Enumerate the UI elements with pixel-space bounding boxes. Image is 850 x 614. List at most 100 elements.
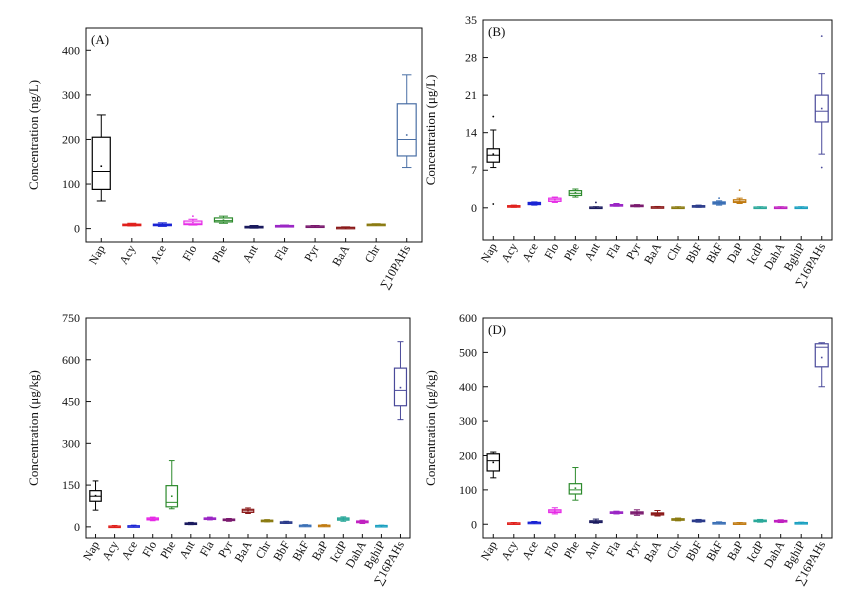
x-tick-label: BaA [641, 538, 664, 564]
x-tick-label: Chr [664, 538, 685, 561]
mean-marker [800, 522, 803, 524]
box-baa [336, 226, 356, 230]
box-chr [260, 519, 274, 523]
x-tick-label: Acy [99, 539, 121, 563]
mean-marker [151, 518, 154, 520]
mean-marker [228, 519, 230, 521]
mean-marker [512, 205, 515, 207]
plot-frame [85, 27, 423, 243]
box-phe [213, 215, 234, 224]
y-tick-label: 400 [62, 43, 80, 57]
box-icdp [753, 518, 767, 523]
mean-marker [304, 524, 306, 527]
box-bap [317, 524, 331, 528]
mean-marker [820, 107, 823, 110]
box-bghip [794, 521, 808, 525]
mean-marker [342, 518, 345, 520]
box-ace [527, 521, 542, 525]
x-tick-label: Fla [197, 538, 217, 559]
y-tick-label: 0 [74, 222, 80, 236]
box-16pahs [814, 35, 829, 169]
y-tick-label: 500 [459, 345, 477, 359]
mean-marker [697, 520, 700, 522]
mean-marker [615, 204, 618, 206]
mean-marker [554, 510, 556, 512]
box-ace [152, 222, 172, 227]
mean-marker [656, 513, 659, 515]
mean-marker [656, 206, 659, 208]
y-tick-label: 35 [465, 13, 477, 27]
box-bghip [375, 524, 388, 528]
box-ant [184, 521, 198, 526]
y-tick-label: 0 [74, 520, 80, 534]
y-tick-label: 0 [471, 517, 477, 531]
mean-marker [222, 219, 225, 221]
box-ant [244, 225, 264, 229]
outlier-point [492, 203, 495, 205]
plot-frame [85, 317, 411, 539]
x-tick-label: Acy [498, 241, 520, 265]
box-fla [274, 224, 295, 228]
y-tick-label: 28 [465, 51, 477, 65]
box-iqr [91, 136, 111, 190]
x-tick-label: Pyr [301, 242, 321, 263]
x-tick-label: Acy [498, 539, 520, 563]
outlier-point [718, 197, 720, 200]
x-tick-label: BaA [641, 240, 664, 266]
box-baa [241, 507, 255, 514]
mean-marker [636, 204, 638, 207]
box-icdp [753, 206, 767, 210]
outlier-point [492, 115, 495, 118]
mean-marker [779, 206, 782, 209]
box-iqr [814, 343, 829, 368]
box-fla [609, 203, 624, 207]
mean-marker [94, 494, 97, 497]
box-pyr [630, 204, 644, 208]
mean-marker [283, 225, 286, 227]
x-tick-label: BbF [683, 538, 706, 563]
y-tick-label: 600 [459, 311, 477, 325]
x-tick-label: Phe [561, 539, 582, 562]
x-tick-label: Flo [541, 241, 561, 262]
y-tick-label: 450 [62, 395, 80, 409]
box-dap [732, 189, 747, 205]
box-16pahs [814, 342, 829, 388]
mean-marker [738, 200, 741, 203]
box-phe [568, 467, 583, 501]
box-acy [108, 524, 121, 529]
box-flo [183, 215, 203, 226]
mean-marker [113, 525, 116, 528]
mean-marker [100, 165, 103, 168]
mean-marker [533, 521, 536, 524]
mean-marker [380, 524, 383, 527]
mean-marker [190, 522, 192, 525]
box-bap [732, 522, 747, 525]
mean-marker [492, 153, 495, 155]
mean-marker [574, 487, 577, 489]
x-tick-label: Phe [209, 243, 230, 266]
mean-marker [779, 520, 782, 522]
box-phe [568, 188, 583, 198]
x-tick-label: BaA [329, 242, 352, 268]
x-tick-label: BaP [724, 538, 746, 563]
box-ace [527, 201, 542, 206]
mean-marker [820, 356, 823, 359]
box-baa [650, 510, 665, 517]
mean-marker [759, 206, 761, 209]
box-pyr [305, 225, 325, 229]
box-nap [89, 480, 102, 511]
x-tick-label: BaA [231, 538, 254, 564]
y-tick-label: 150 [62, 478, 80, 492]
box-bbf [279, 520, 293, 525]
x-tick-label: DaP [724, 240, 747, 265]
box-bbf [691, 204, 706, 208]
x-tick-label: BkF [289, 538, 312, 563]
box-flo [548, 196, 562, 203]
box-chr [366, 223, 386, 227]
mean-marker [253, 226, 255, 229]
x-tick-label: Ace [519, 241, 541, 265]
mean-marker [131, 224, 133, 226]
mean-marker [314, 225, 316, 228]
mean-marker [266, 519, 268, 522]
